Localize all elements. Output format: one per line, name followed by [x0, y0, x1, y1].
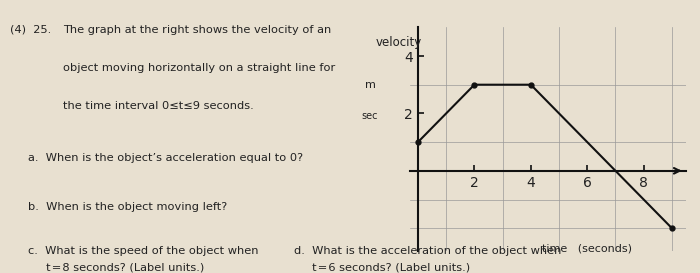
- Text: time   (seconds): time (seconds): [542, 244, 632, 254]
- Text: c.  What is the speed of the object when: c. What is the speed of the object when: [28, 246, 258, 256]
- Text: t = 8 seconds? (Label units.): t = 8 seconds? (Label units.): [28, 263, 204, 273]
- Text: d.  What is the acceleration of the object when: d. What is the acceleration of the objec…: [294, 246, 561, 256]
- Text: The graph at the right shows the velocity of an: The graph at the right shows the velocit…: [63, 25, 331, 35]
- Text: the time interval 0≤t≤9 seconds.: the time interval 0≤t≤9 seconds.: [63, 101, 253, 111]
- Text: (4)  25.: (4) 25.: [10, 25, 52, 35]
- Text: velocity: velocity: [376, 36, 422, 49]
- Text: sec: sec: [362, 111, 378, 121]
- Text: a.  When is the object’s acceleration equal to 0?: a. When is the object’s acceleration equ…: [28, 153, 303, 163]
- Text: object moving horizontally on a straight line for: object moving horizontally on a straight…: [63, 63, 335, 73]
- Text: t = 6 seconds? (Label units.): t = 6 seconds? (Label units.): [294, 263, 470, 273]
- Text: b.  When is the object moving left?: b. When is the object moving left?: [28, 202, 228, 212]
- Text: m: m: [365, 81, 375, 90]
